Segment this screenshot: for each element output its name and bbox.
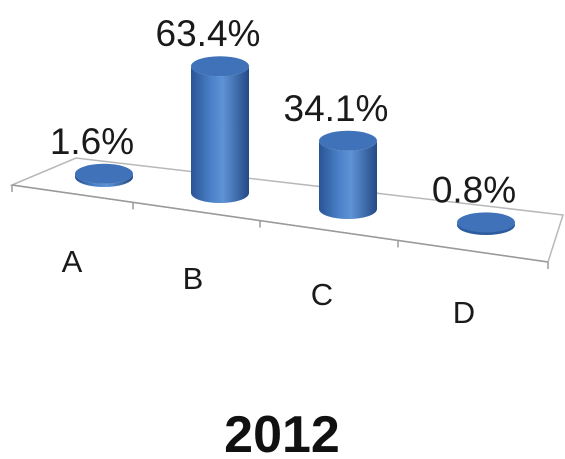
x-axis-line — [11, 184, 549, 263]
bar-top — [75, 163, 133, 184]
category-labels: A B C D — [62, 244, 476, 330]
data-label: 63.4% — [156, 13, 261, 54]
bar-top — [319, 130, 377, 151]
category-label: A — [62, 244, 83, 279]
bar-top — [457, 212, 515, 233]
data-label: 34.1% — [284, 88, 389, 129]
data-label: 1.6% — [50, 121, 134, 162]
bar-top — [191, 56, 249, 77]
bar-body — [319, 140, 377, 219]
category-label: B — [183, 261, 204, 296]
data-label: 0.8% — [432, 169, 516, 210]
category-label: D — [453, 295, 475, 330]
bar-d — [457, 212, 515, 235]
bar-body — [75, 173, 133, 187]
data-labels: 1.6% 63.4% 34.1% 0.8% — [50, 13, 516, 210]
bars — [75, 56, 515, 235]
bar-c — [319, 130, 377, 219]
chart-title: 2012 — [224, 406, 340, 459]
bar-a — [75, 163, 133, 187]
bar-b — [191, 56, 249, 203]
x-axis-ticks — [11, 185, 549, 269]
category-label: C — [311, 277, 333, 312]
chart-floor — [9, 157, 564, 263]
bar-body — [191, 66, 249, 203]
